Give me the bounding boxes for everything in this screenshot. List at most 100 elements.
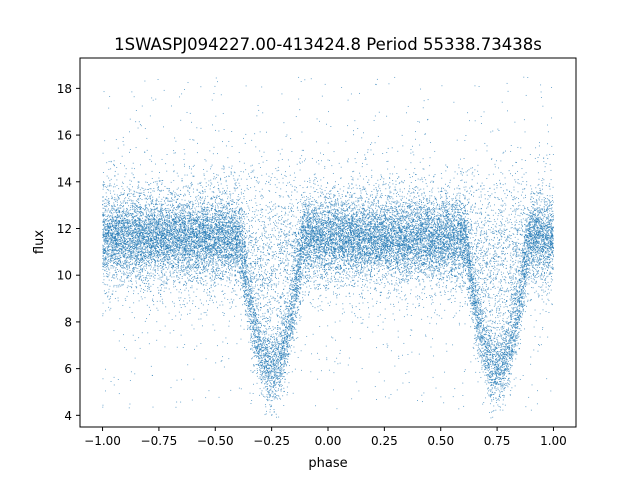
scatter-point (437, 221, 438, 222)
scatter-point (505, 177, 506, 178)
scatter-point (295, 250, 296, 251)
scatter-point (125, 251, 126, 252)
scatter-point (494, 365, 495, 366)
scatter-point (204, 201, 205, 202)
scatter-point (435, 233, 436, 234)
scatter-point (314, 281, 315, 282)
scatter-point (108, 263, 109, 264)
scatter-point (473, 308, 474, 309)
scatter-point (360, 213, 361, 214)
scatter-point (486, 178, 487, 179)
scatter-point (279, 237, 280, 238)
scatter-point (326, 272, 327, 273)
scatter-point (521, 284, 522, 285)
scatter-point (444, 372, 445, 373)
scatter-point (448, 211, 449, 212)
scatter-point (265, 358, 266, 359)
scatter-point (115, 256, 116, 257)
scatter-point (506, 265, 507, 266)
scatter-point (110, 308, 111, 309)
scatter-point (484, 224, 485, 225)
scatter-point (157, 287, 158, 288)
scatter-point (414, 247, 415, 248)
scatter-point (415, 270, 416, 271)
scatter-point (287, 299, 288, 300)
scatter-point (216, 217, 217, 218)
scatter-point (405, 373, 406, 374)
scatter-point (511, 353, 512, 354)
scatter-point (107, 274, 108, 275)
scatter-point (191, 222, 192, 223)
scatter-point (193, 256, 194, 257)
scatter-point (459, 310, 460, 311)
scatter-point (259, 276, 260, 277)
scatter-point (357, 179, 358, 180)
scatter-point (501, 361, 502, 362)
scatter-point (448, 275, 449, 276)
scatter-point (379, 262, 380, 263)
scatter-point (495, 378, 496, 379)
scatter-point (434, 268, 435, 269)
scatter-point (260, 290, 261, 291)
scatter-point (260, 256, 261, 257)
scatter-point (257, 324, 258, 325)
scatter-point (312, 197, 313, 198)
scatter-point (521, 280, 522, 281)
scatter-point (178, 252, 179, 253)
scatter-point (329, 224, 330, 225)
scatter-point (112, 291, 113, 292)
scatter-point (322, 214, 323, 215)
scatter-point (260, 364, 261, 365)
scatter-point (112, 208, 113, 209)
scatter-point (480, 256, 481, 257)
scatter-point (243, 280, 244, 281)
scatter-point (459, 252, 460, 253)
scatter-point (517, 182, 518, 183)
scatter-point (202, 193, 203, 194)
scatter-point (521, 312, 522, 313)
scatter-point (396, 260, 397, 261)
scatter-point (504, 279, 505, 280)
scatter-point (264, 337, 265, 338)
scatter-point (292, 255, 293, 256)
scatter-point (493, 284, 494, 285)
scatter-point (486, 222, 487, 223)
scatter-point (148, 283, 149, 284)
scatter-point (501, 345, 502, 346)
scatter-point (107, 296, 108, 297)
scatter-point (492, 349, 493, 350)
scatter-point (489, 342, 490, 343)
scatter-point (320, 225, 321, 226)
scatter-point (151, 195, 152, 196)
scatter-point (343, 208, 344, 209)
scatter-point (124, 239, 125, 240)
scatter-point (146, 275, 147, 276)
scatter-point (285, 260, 286, 261)
scatter-point (167, 223, 168, 224)
scatter-point (531, 256, 532, 257)
scatter-point (272, 285, 273, 286)
scatter-point (427, 225, 428, 226)
scatter-point (290, 244, 291, 245)
scatter-point (400, 223, 401, 224)
scatter-point (495, 300, 496, 301)
scatter-point (540, 237, 541, 238)
scatter-point (479, 317, 480, 318)
scatter-point (361, 198, 362, 199)
scatter-point (339, 294, 340, 295)
scatter-point (547, 337, 548, 338)
scatter-point (376, 303, 377, 304)
scatter-point (285, 343, 286, 344)
scatter-point (515, 385, 516, 386)
scatter-point (519, 183, 520, 184)
scatter-point (296, 187, 297, 188)
scatter-point (175, 267, 176, 268)
scatter-point (259, 322, 260, 323)
scatter-point (387, 169, 388, 170)
scatter-point (140, 193, 141, 194)
scatter-point (460, 209, 461, 210)
scatter-point (396, 231, 397, 232)
scatter-point (502, 367, 503, 368)
scatter-point (337, 258, 338, 259)
scatter-point (151, 218, 152, 219)
